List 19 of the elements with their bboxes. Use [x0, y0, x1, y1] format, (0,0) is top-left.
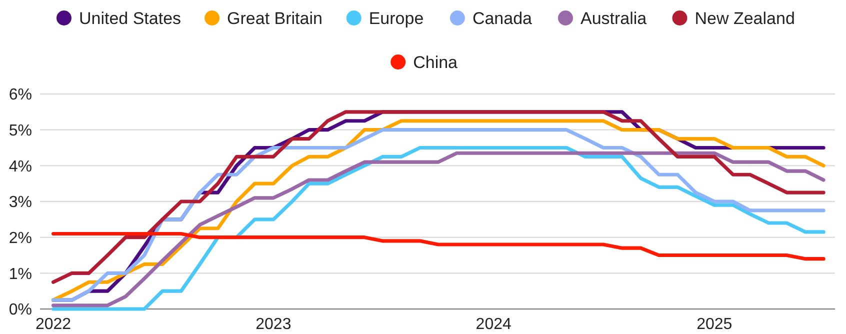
legend-label: Canada: [472, 8, 533, 28]
legend-label: China: [413, 52, 458, 72]
x-tick-label: 2023: [256, 316, 292, 333]
y-tick-label: 0%: [8, 302, 32, 319]
legend-label: New Zealand: [694, 8, 795, 28]
y-tick-label: 6%: [8, 86, 32, 104]
legend-label: Australia: [580, 8, 648, 28]
y-tick-label: 1%: [8, 266, 32, 283]
y-tick-label: 3%: [8, 194, 32, 212]
line-series: [51, 232, 826, 261]
x-tick-label: 2024: [476, 316, 512, 333]
x-tick-label: 2022: [35, 316, 72, 333]
y-tick-label: 2%: [8, 230, 32, 247]
legend-label: Great Britain: [227, 8, 322, 28]
legend-label: United States: [78, 8, 182, 28]
y-tick-label: 5%: [8, 122, 32, 140]
x-tick-label: 2025: [696, 316, 732, 333]
y-tick-label: 4%: [8, 158, 32, 176]
legend-label: Europe: [368, 8, 424, 28]
